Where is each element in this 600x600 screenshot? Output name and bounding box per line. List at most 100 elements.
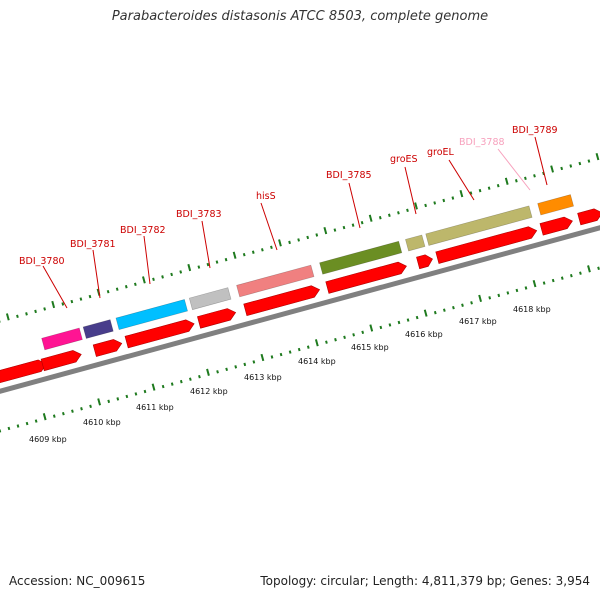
lower-tick [369,324,374,332]
cds-arrow [40,350,82,372]
gene-labels: BDI_3780 BDI_3781 BDI_3782 BDI_3783 hisS… [19,125,558,267]
scale-label-4610: 4610 kbp [83,418,121,427]
upper-tick [306,235,310,240]
lower-tick [406,318,410,322]
upper-tick [342,225,346,230]
upper-tick [5,313,10,321]
upper-tick [124,285,128,289]
feature-bar [188,287,232,311]
gene-label-bdi-3788[interactable]: BDI_3788 [459,137,505,148]
lower-tick [151,383,156,391]
lower-tick [243,362,247,367]
lower-tick [252,360,256,364]
lower-tick [560,276,564,280]
gene-label-bdi-3789[interactable]: BDI_3789 [512,125,558,136]
lower-tick [143,389,147,394]
upper-tick [504,177,509,185]
upper-tick [360,220,364,225]
lower-tick [270,355,274,359]
upper-tick [378,216,382,220]
cds-arrow [92,339,123,357]
gene-label-bdi-3783[interactable]: BDI_3783 [176,209,222,220]
upper-tick [496,183,500,188]
lower-tick [478,294,482,303]
lower-tick [279,352,283,357]
upper-tick [478,188,482,193]
cds-arrow [124,319,195,349]
tick-marks [0,153,600,433]
lower-tick [42,413,47,421]
label-leader-line [260,202,278,251]
gene-label-bdi-3782[interactable]: BDI_3782 [120,225,166,236]
lower-tick [62,411,65,416]
gene-label-bdi-3781[interactable]: BDI_3781 [70,239,116,250]
gene-label-groel[interactable]: groEL [427,147,455,158]
lower-tick [551,278,555,283]
lower-tick [116,397,120,401]
lower-tick [314,339,319,347]
upper-tick [560,166,564,171]
label-leader-line [42,265,68,309]
lower-tick [234,365,238,369]
lower-tick [52,414,56,418]
lower-tick [488,296,492,300]
upper-tick [542,171,545,176]
label-leader-line [497,148,531,191]
gene-label-bdi-3780[interactable]: BDI_3780 [19,256,65,267]
lower-tick [334,338,337,342]
scale-label-4611: 4611 kbp [136,403,174,412]
lower-tick [461,303,464,307]
lower-tick [80,407,83,411]
upper-tick [550,165,554,173]
lower-tick [189,377,192,381]
gene-label-lines [42,136,548,309]
lower-tick [206,368,210,376]
upper-tick [288,240,291,245]
upper-tick [25,312,28,316]
lower-tick [542,281,546,285]
label-leader-line [448,159,475,201]
feature-bar [82,319,114,339]
cds-track [0,208,600,384]
lower-tick [470,301,473,305]
upper-tick [133,282,137,286]
upper-tick [187,263,192,272]
gene-label-groes[interactable]: groES [390,154,418,165]
lower-tick [452,305,455,310]
lower-tick [179,379,183,384]
upper-tick [569,164,573,168]
label-leader-line [348,182,361,229]
accession-text: Accession: NC_009615 [9,574,146,588]
lower-tick [297,347,301,352]
label-leader-line [404,166,417,215]
upper-tick [368,214,373,222]
gene-label-hiss[interactable]: hisS [256,191,276,202]
lower-tick [25,421,29,426]
lower-tick [134,392,138,396]
lower-tick [532,279,537,288]
upper-tick [16,314,19,319]
upper-tick [197,265,201,269]
upper-tick [251,250,255,254]
lower-tick [34,419,38,423]
feature-bar [236,264,315,298]
gene-label-bdi-3785[interactable]: BDI_3785 [326,170,372,181]
lower-tick [225,367,229,372]
feature-bar [115,299,188,331]
upper-tick [170,272,173,277]
scale-label-4618: 4618 kbp [513,305,551,314]
lower-tick [379,325,383,330]
lower-tick [397,320,401,325]
upper-tick [51,300,56,309]
lower-tick [306,345,310,349]
upper-tick [533,174,536,178]
feature-bar [425,205,533,246]
upper-tick [224,257,228,262]
upper-tick [179,270,183,274]
lower-tick [506,291,510,295]
cds-arrow [416,254,433,270]
label-leader-line [201,220,211,269]
upper-tick [487,186,491,190]
lower-tick [16,424,20,428]
